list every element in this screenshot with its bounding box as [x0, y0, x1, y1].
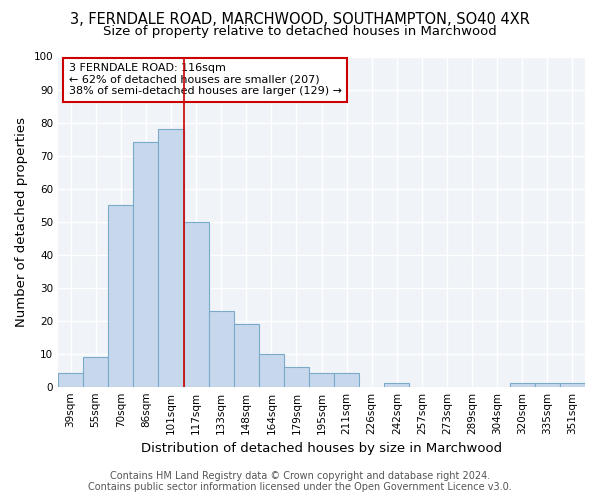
Text: Size of property relative to detached houses in Marchwood: Size of property relative to detached ho… — [103, 25, 497, 38]
Bar — [510, 384, 535, 386]
Bar — [284, 367, 309, 386]
Bar — [184, 222, 209, 386]
Bar — [309, 374, 334, 386]
Bar — [560, 384, 585, 386]
Bar — [334, 374, 359, 386]
Text: 3, FERNDALE ROAD, MARCHWOOD, SOUTHAMPTON, SO40 4XR: 3, FERNDALE ROAD, MARCHWOOD, SOUTHAMPTON… — [70, 12, 530, 28]
Bar — [384, 384, 409, 386]
Bar — [83, 357, 108, 386]
Bar — [158, 129, 184, 386]
Bar — [233, 324, 259, 386]
Y-axis label: Number of detached properties: Number of detached properties — [15, 116, 28, 326]
Bar — [108, 205, 133, 386]
Bar — [209, 310, 233, 386]
Bar — [259, 354, 284, 386]
X-axis label: Distribution of detached houses by size in Marchwood: Distribution of detached houses by size … — [141, 442, 502, 455]
Text: Contains HM Land Registry data © Crown copyright and database right 2024.
Contai: Contains HM Land Registry data © Crown c… — [88, 471, 512, 492]
Text: 3 FERNDALE ROAD: 116sqm
← 62% of detached houses are smaller (207)
38% of semi-d: 3 FERNDALE ROAD: 116sqm ← 62% of detache… — [68, 63, 341, 96]
Bar — [535, 384, 560, 386]
Bar — [58, 374, 83, 386]
Bar — [133, 142, 158, 386]
